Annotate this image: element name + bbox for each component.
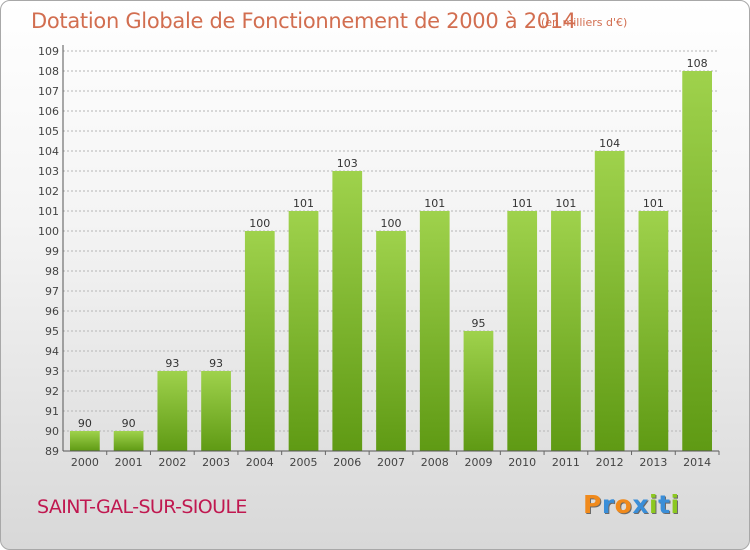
commune-name: SAINT-GAL-SUR-SIOULE (37, 496, 247, 518)
data-label: 101 (555, 197, 576, 210)
logo-letter: P (583, 490, 602, 519)
logo-letter: i (670, 490, 680, 519)
data-label: 101 (512, 197, 533, 210)
data-label: 100 (381, 217, 402, 230)
bars (69, 71, 713, 451)
bar (332, 171, 363, 451)
x-tick-label: 2014 (683, 456, 711, 469)
y-tick-label: 102 (38, 185, 59, 198)
logo-letter: t (658, 490, 671, 519)
x-tick-label: 2008 (421, 456, 449, 469)
y-tick-label: 105 (38, 125, 59, 138)
y-tick-label: 107 (38, 85, 59, 98)
data-label: 104 (599, 137, 620, 150)
axes (62, 45, 719, 452)
y-tick-label: 103 (38, 165, 59, 178)
x-tick-label: 2007 (377, 456, 405, 469)
bar (507, 211, 538, 451)
logo-letter: i (649, 490, 659, 519)
logo-letter: o (614, 490, 633, 519)
y-tick-label: 100 (38, 225, 59, 238)
data-label: 100 (249, 217, 270, 230)
data-label: 95 (471, 317, 485, 330)
y-tick-label: 97 (45, 285, 59, 298)
bar (244, 231, 275, 451)
x-tick-label: 2013 (639, 456, 667, 469)
x-tick-label: 2006 (333, 456, 361, 469)
y-tick-label: 93 (45, 365, 59, 378)
y-axis-ticks: 89 90 91 92 93 94 95 96 97 98 99 100 101 102 103 104 105… (38, 45, 59, 458)
data-label: 108 (687, 57, 708, 70)
y-tick-label: 91 (45, 405, 59, 418)
data-label: 101 (424, 197, 445, 210)
bar (376, 231, 406, 451)
x-tick-label: 2011 (552, 456, 580, 469)
data-label: 93 (165, 357, 179, 370)
bar (594, 151, 625, 451)
x-tick-label: 2000 (71, 456, 99, 469)
y-tick-label: 90 (45, 425, 59, 438)
data-label: 90 (122, 417, 136, 430)
bar (113, 431, 144, 451)
x-tick-label: 2010 (508, 456, 536, 469)
y-tick-label: 104 (38, 145, 59, 158)
y-tick-label: 99 (45, 245, 59, 258)
y-tick-label: 106 (38, 105, 59, 118)
x-tick-label: 2001 (115, 456, 143, 469)
x-axis-ticks: 2000 2001 2002 2003 2004 2005 2006 2007 2008 2009… (71, 451, 720, 469)
data-label: 103 (337, 157, 358, 170)
bar (682, 71, 713, 451)
x-tick-label: 2005 (290, 456, 318, 469)
bar (69, 431, 100, 451)
bar (463, 331, 494, 451)
data-label: 93 (209, 357, 223, 370)
data-label: 90 (78, 417, 92, 430)
y-tick-label: 95 (45, 325, 59, 338)
x-tick-label: 2003 (202, 456, 230, 469)
y-tick-label: 89 (45, 445, 59, 458)
chart-title: Dotation Globale de Fonctionnement de 20… (31, 9, 576, 33)
y-tick-label: 96 (45, 305, 59, 318)
logo-letter: x (632, 490, 649, 519)
y-tick-label: 94 (45, 345, 59, 358)
bar (638, 211, 669, 451)
data-labels: 90 90 93 93 100 101 103 100 101 95 101 101 104 101 108 (78, 57, 708, 430)
bar (419, 211, 450, 451)
proxiti-logo: Proxiti (583, 490, 680, 519)
x-tick-label: 2009 (464, 456, 492, 469)
bar (201, 371, 231, 451)
x-tick-label: 2002 (158, 456, 186, 469)
bar (157, 371, 188, 451)
y-tick-label: 98 (45, 265, 59, 278)
bar (551, 211, 581, 451)
data-label: 101 (293, 197, 314, 210)
logo-letter: r (601, 490, 615, 519)
y-tick-label: 108 (38, 65, 59, 78)
x-tick-label: 2004 (246, 456, 274, 469)
x-tick-label: 2012 (596, 456, 624, 469)
y-tick-label: 101 (38, 205, 59, 218)
y-tick-label: 109 (38, 45, 59, 58)
y-tick-label: 92 (45, 385, 59, 398)
data-label: 101 (643, 197, 664, 210)
bar (288, 211, 319, 451)
unit-note: (en milliers d'€) (541, 16, 628, 29)
